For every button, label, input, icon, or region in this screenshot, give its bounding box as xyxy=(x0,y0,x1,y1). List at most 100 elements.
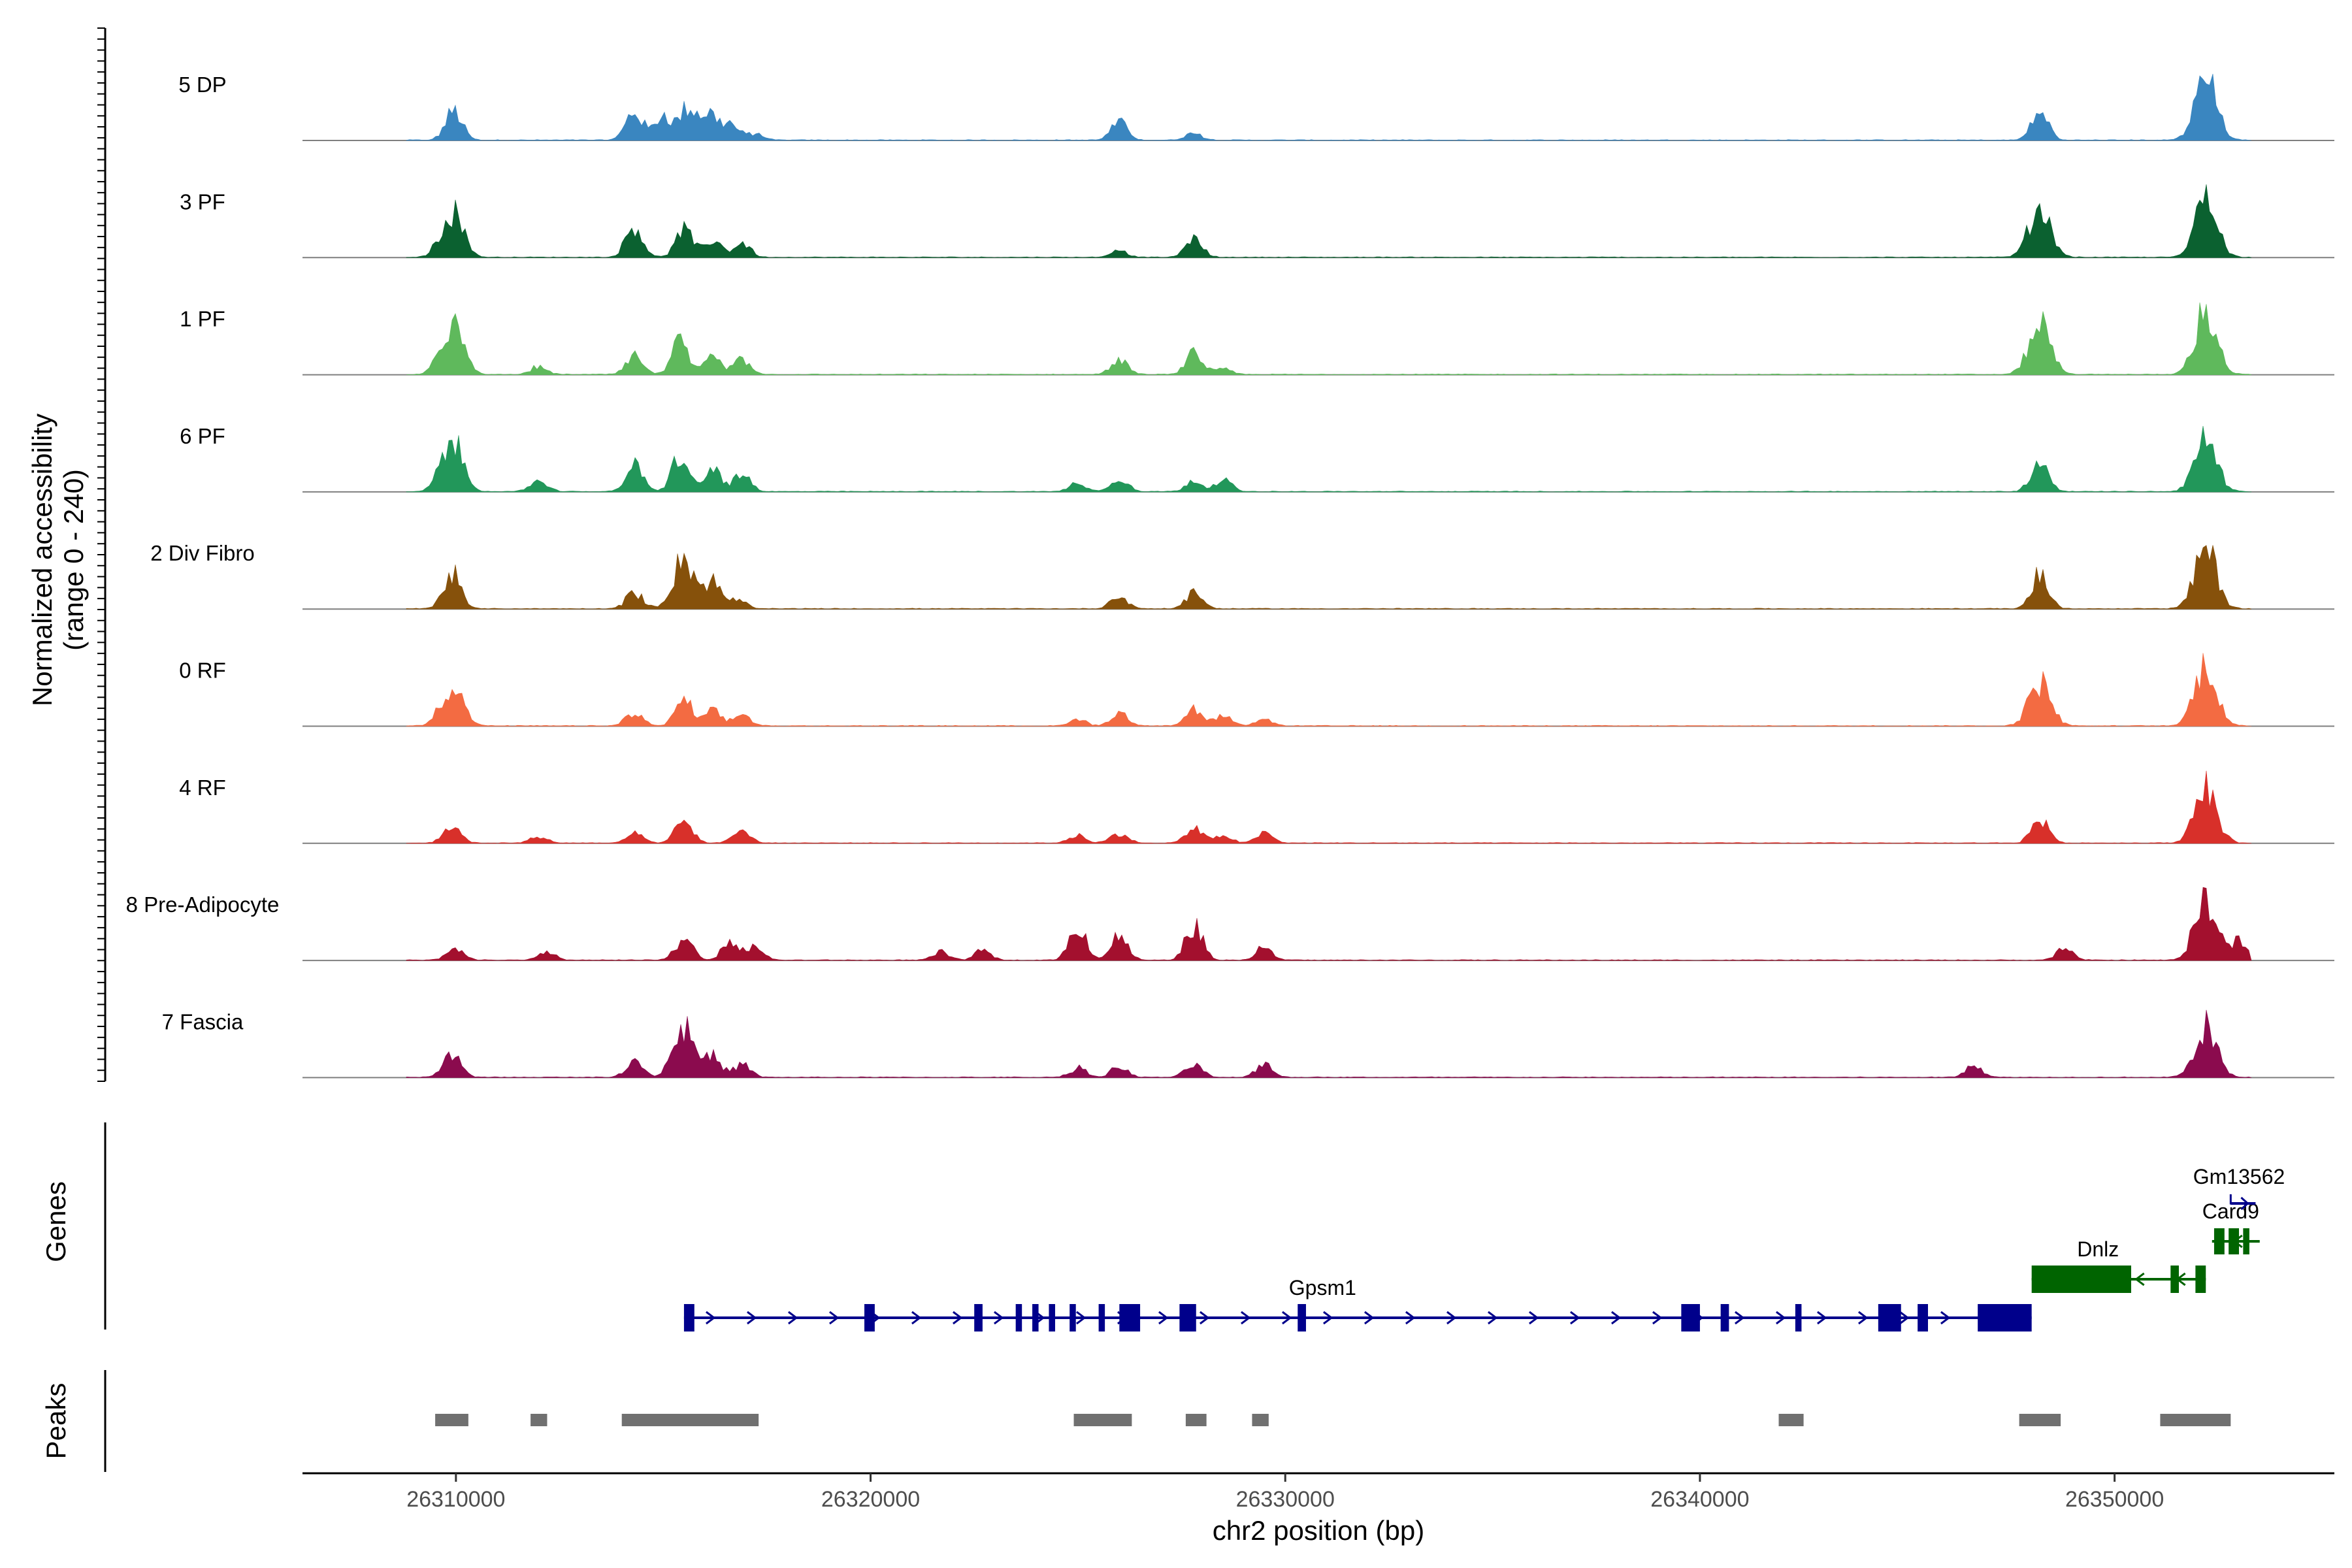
exon xyxy=(2229,1228,2240,1254)
x-tick-label: 26330000 xyxy=(1236,1487,1335,1512)
strand-arrow xyxy=(1405,1311,1416,1325)
peak-region xyxy=(2019,1414,2061,1426)
peak-regions xyxy=(435,1414,2231,1426)
exon xyxy=(1015,1304,1022,1331)
strand-arrow xyxy=(1282,1311,1292,1325)
strand-arrow xyxy=(1364,1311,1375,1325)
exon xyxy=(1918,1304,1928,1331)
strand-arrow xyxy=(1611,1311,1622,1325)
strand-arrow xyxy=(911,1311,922,1325)
gene: Dnlz xyxy=(2031,1237,2206,1293)
exon xyxy=(683,1304,694,1331)
strand-arrow xyxy=(1529,1311,1539,1325)
exon xyxy=(1978,1304,2032,1331)
exon xyxy=(1032,1304,1039,1331)
exon xyxy=(1878,1304,1901,1331)
peak-region xyxy=(621,1414,759,1426)
strand-arrow xyxy=(706,1311,716,1325)
coverage-y-axis xyxy=(97,27,106,1082)
exon xyxy=(1179,1304,1196,1331)
genes-track-label: Genes xyxy=(41,1181,71,1262)
strand-arrow xyxy=(1940,1311,1951,1325)
coverage-area xyxy=(406,653,2252,727)
strand-arrow xyxy=(1735,1311,1745,1325)
exon xyxy=(1119,1304,1141,1331)
track-label: 2 Div Fibro xyxy=(150,541,255,565)
coverage-track: 2 Div Fibro xyxy=(150,541,2334,610)
x-axis-ticks: 26310000 26320000 26330000 26340000 26350000 xyxy=(406,1473,2164,1512)
exon xyxy=(2031,1266,2131,1293)
exon xyxy=(1720,1304,1729,1331)
tss-arrow-head xyxy=(2240,1196,2249,1211)
x-axis-title: chr2 position (bp) xyxy=(1213,1515,1425,1546)
strand-arrow xyxy=(788,1311,798,1325)
x-tick-label: 26340000 xyxy=(1650,1487,1749,1512)
strand-arrow xyxy=(1200,1311,1210,1325)
strand-arrow xyxy=(1488,1311,1498,1325)
tss-arrow xyxy=(2229,1194,2248,1205)
strand-arrow xyxy=(2134,1272,2145,1286)
strand-arrow xyxy=(994,1311,1004,1325)
coverage-area xyxy=(406,1009,2252,1078)
gene: Card9 xyxy=(2202,1200,2260,1254)
peak-region xyxy=(1778,1414,1804,1426)
track-label: 0 RF xyxy=(179,659,226,683)
exon xyxy=(2195,1266,2206,1293)
coverage-track: 4 RF xyxy=(179,770,2334,844)
peaks-track-label: Peaks xyxy=(41,1383,71,1460)
strand-arrow xyxy=(1899,1311,1910,1325)
gene-label: Gpsm1 xyxy=(1289,1276,1356,1299)
exon xyxy=(974,1304,983,1331)
track-label: 4 RF xyxy=(179,776,226,800)
coverage-area xyxy=(406,426,2252,493)
peak-region xyxy=(1073,1414,1132,1426)
strand-arrow xyxy=(1158,1311,1169,1325)
coverage-track: 6 PF xyxy=(180,424,2334,493)
coverage-track: 7 Fascia xyxy=(162,1009,2334,1079)
exon xyxy=(2213,1228,2225,1254)
exon xyxy=(864,1304,875,1331)
exon xyxy=(1681,1304,1700,1331)
gene-label: Gm13562 xyxy=(2193,1165,2285,1188)
exon xyxy=(1795,1304,1802,1331)
coverage-track: 0 RF xyxy=(179,653,2334,727)
y-axis-title-range: (range 0 - 240) xyxy=(58,469,89,651)
coverage-track: 8 Pre-Adipocyte xyxy=(126,887,2334,962)
coverage-track: 5 DP xyxy=(178,73,2334,141)
peak-region xyxy=(435,1414,468,1426)
coverage-track: 3 PF xyxy=(180,184,2334,259)
track-label: 7 Fascia xyxy=(162,1009,244,1034)
strand-arrow xyxy=(1323,1311,1333,1325)
track-label: 6 PF xyxy=(180,424,225,448)
exon xyxy=(2243,1228,2249,1254)
strand-arrow xyxy=(829,1311,840,1325)
coverage-area xyxy=(406,74,2252,141)
gene-annotations: Gpsm1 Dnlz Card9 Gm13562 xyxy=(683,1165,2285,1331)
strand-arrow xyxy=(1570,1311,1580,1325)
strand-arrow xyxy=(1241,1311,1251,1325)
strand-arrow xyxy=(953,1311,963,1325)
y-axis-title: Normalized accessibility xyxy=(27,414,57,706)
track-label: 1 PF xyxy=(180,307,225,331)
peak-region xyxy=(1252,1414,1269,1426)
peak-region xyxy=(531,1414,547,1426)
peak-region xyxy=(2160,1414,2231,1426)
coverage-tracks: 5 DP 3 PF 1 PF 6 PF 2 Div Fibro 0 RF 4 RF 8 Pre… xyxy=(126,73,2334,1079)
track-label: 8 Pre-Adipocyte xyxy=(126,892,280,917)
gene: Gpsm1 xyxy=(683,1276,2032,1331)
track-label: 3 PF xyxy=(180,189,225,214)
x-tick-label: 26350000 xyxy=(2065,1487,2164,1512)
peak-region xyxy=(1185,1414,1207,1426)
exon xyxy=(1049,1304,1055,1331)
coverage-area xyxy=(406,184,2252,258)
gene-label: Dnlz xyxy=(2077,1237,2119,1261)
exon xyxy=(2170,1266,2179,1293)
strand-arrow xyxy=(1776,1311,1786,1325)
strand-arrow xyxy=(1076,1311,1086,1325)
strand-arrow xyxy=(1817,1311,1827,1325)
coverage-track: 1 PF xyxy=(180,302,2334,376)
track-label: 5 DP xyxy=(178,73,226,97)
exon xyxy=(1098,1304,1105,1331)
coverage-area xyxy=(406,302,2252,375)
